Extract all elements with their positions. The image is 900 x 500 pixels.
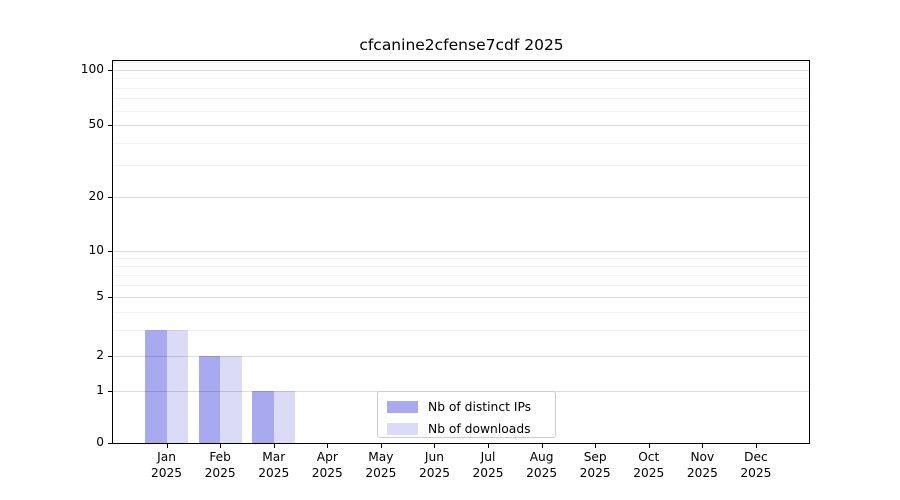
bar-distinct-ips-jan [145, 330, 167, 444]
y-gridline-major [113, 197, 810, 199]
bar-downloads-mar [273, 390, 296, 444]
x-tick-apr [327, 443, 329, 449]
bar-downloads-jan [166, 330, 188, 444]
y-gridline-major [113, 125, 810, 127]
x-tick-label-dec: Dec 2025 [740, 450, 772, 481]
y-gridline-minor [113, 142, 810, 144]
y-tick-label-1: 1 [96, 382, 104, 397]
y-tick-20 [108, 197, 113, 199]
y-gridline-minor [113, 62, 810, 64]
x-tick-label-mar: Mar 2025 [258, 450, 290, 481]
x-tick-label-oct: Oct 2025 [633, 450, 665, 481]
x-tick-nov [702, 443, 704, 449]
x-tick-jan [166, 443, 168, 449]
y-gridline-minor [113, 311, 810, 313]
x-tick-label-nov: Nov 2025 [686, 450, 718, 481]
y-gridline-minor [113, 98, 810, 100]
x-tick-label-apr: Apr 2025 [311, 450, 343, 481]
x-tick-feb [220, 443, 222, 449]
legend-label-downloads: Nb of downloads [428, 421, 531, 436]
bar-distinct-ips-feb [198, 355, 221, 444]
y-gridline-major [113, 251, 810, 253]
y-gridline-minor [113, 330, 810, 332]
y-tick-label-2: 2 [96, 347, 104, 362]
y-tick-100 [108, 70, 113, 71]
y-gridline-minor [113, 258, 810, 260]
y-gridline-minor [113, 266, 810, 268]
y-gridline-major [113, 70, 810, 71]
chart-title: cfcanine2cfense7cdf 2025 [359, 36, 564, 54]
x-tick-label-feb: Feb 2025 [204, 450, 236, 481]
bar-distinct-ips-mar [252, 390, 274, 444]
y-tick-label-10: 10 [88, 243, 104, 258]
y-tick-label-5: 5 [96, 289, 104, 304]
legend-swatch-downloads [387, 422, 418, 435]
y-tick-2 [108, 355, 113, 357]
y-tick-1 [108, 390, 113, 392]
y-tick-label-20: 20 [88, 189, 104, 204]
x-tick-dec [755, 443, 757, 449]
legend-swatch-distinct-ips [387, 400, 418, 413]
x-tick-label-sep: Sep 2025 [579, 450, 611, 481]
y-gridline-minor [113, 78, 810, 80]
legend-item-distinct-ips: Nb of distinct IPs [378, 397, 555, 416]
x-tick-jun [434, 443, 436, 449]
x-tick-label-aug: Aug 2025 [526, 450, 558, 481]
x-tick-jul [488, 443, 490, 449]
x-tick-label-jun: Jun 2025 [418, 450, 450, 481]
x-tick-mar [273, 443, 275, 449]
x-tick-sep [595, 443, 597, 449]
y-tick-10 [108, 251, 113, 253]
legend-label-distinct-ips: Nb of distinct IPs [428, 399, 532, 414]
x-tick-label-jul: Jul 2025 [472, 450, 504, 481]
y-gridline-major [113, 297, 810, 299]
x-tick-oct [648, 443, 650, 449]
y-gridline-minor [113, 165, 810, 167]
y-tick-0 [108, 443, 113, 445]
y-tick-5 [108, 297, 113, 299]
y-gridline-minor [113, 87, 810, 89]
y-gridline-major [113, 355, 810, 357]
x-tick-aug [541, 443, 543, 449]
y-gridline-minor [113, 285, 810, 287]
x-tick-label-may: May 2025 [365, 450, 397, 481]
legend-item-downloads: Nb of downloads [378, 419, 555, 438]
y-tick-label-50: 50 [88, 117, 104, 132]
y-gridline-minor [113, 110, 810, 112]
y-tick-label-100: 100 [80, 62, 104, 76]
x-tick-may [380, 443, 382, 449]
legend: Nb of distinct IPs Nb of downloads [377, 391, 556, 438]
bar-downloads-feb [220, 355, 242, 444]
x-tick-label-jan: Jan 2025 [151, 450, 183, 481]
y-tick-50 [108, 125, 113, 127]
y-gridline-minor [113, 274, 810, 276]
y-tick-label-0: 0 [96, 435, 104, 450]
